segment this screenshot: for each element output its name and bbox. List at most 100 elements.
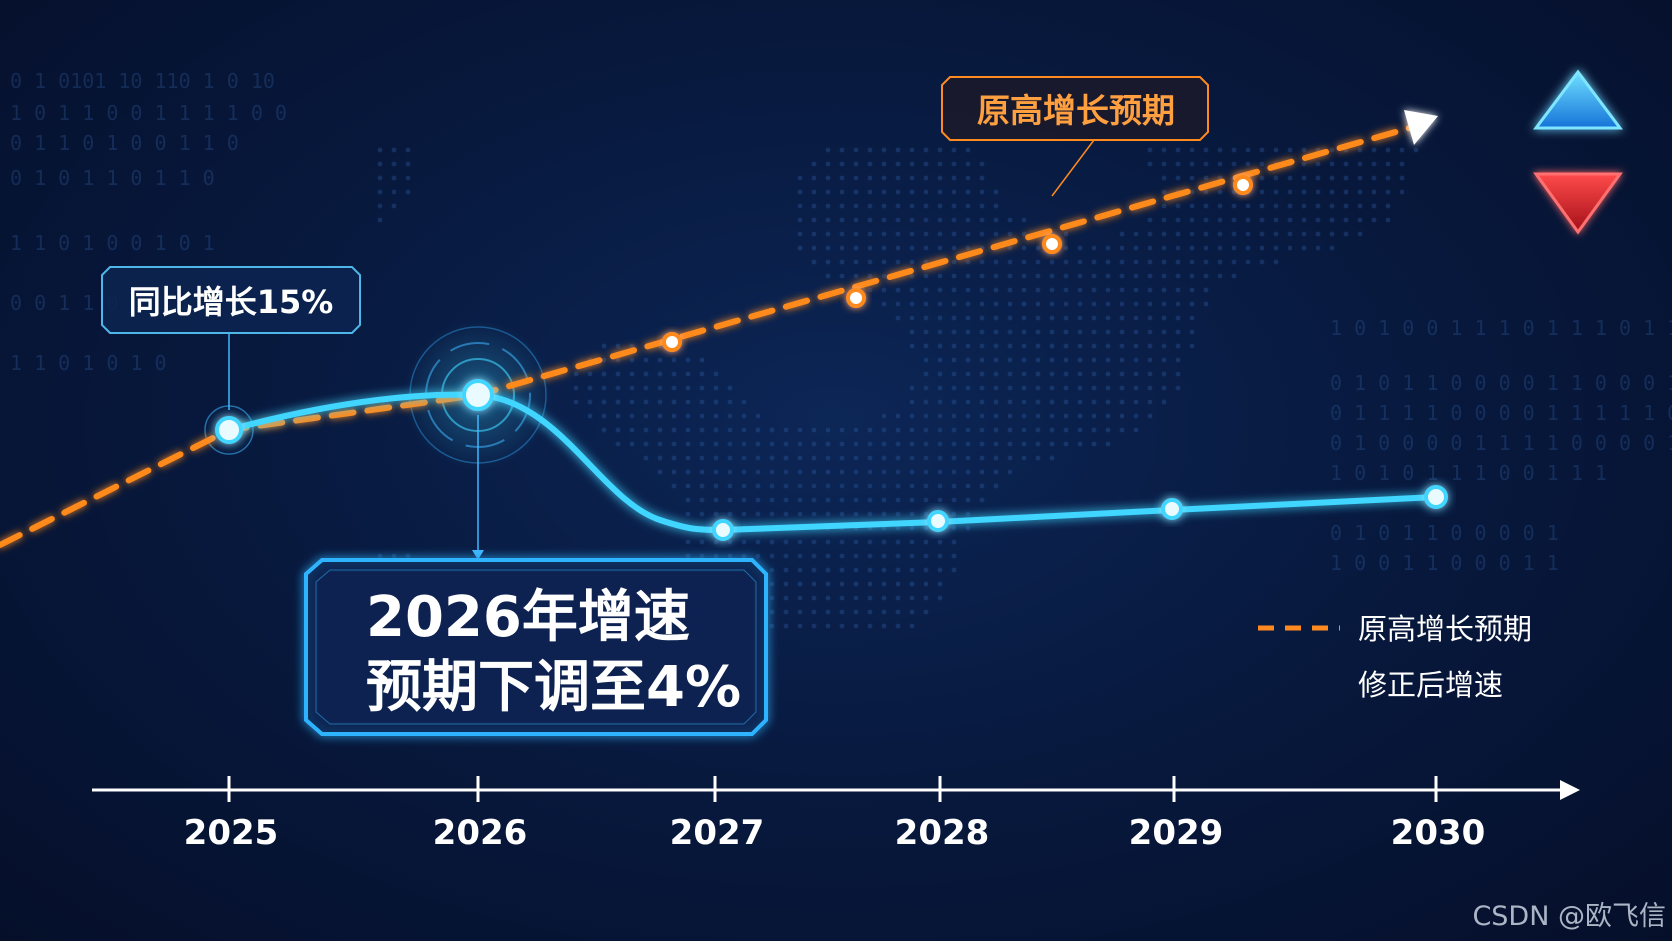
background-binary-row: 0 1 1 0 1 0 0 1 1 0 [10,131,239,155]
background-map-dot [937,273,943,279]
background-map-dot [1203,161,1209,167]
background-map-dot [881,245,887,251]
background-map-dot [895,245,901,251]
background-map-dot [1301,217,1307,223]
background-map-dot [1021,441,1027,447]
background-map-dot [699,357,705,363]
background-map-dot [909,147,915,153]
background-map-dot [1161,259,1167,265]
background-map-dot [979,175,985,181]
background-map-dot [1021,259,1027,265]
background-map-dot [1007,413,1013,419]
background-map-dot [923,287,929,293]
background-map-dot [951,161,957,167]
background-binary-row: 1 0 1 0 0 1 1 1 0 1 1 1 0 1 1 0 0 [1330,316,1672,340]
background-map-dot [825,245,831,251]
background-map-dot [937,385,943,391]
background-map-dot [783,623,789,629]
background-map-dot [1007,301,1013,307]
background-map-dot [811,245,817,251]
background-map-dot [797,217,803,223]
background-map-dot [1091,357,1097,363]
background-map-dot [377,203,383,209]
background-map-dot [867,217,873,223]
background-map-dot [951,469,957,475]
background-binary-row: 1 1 0 1 0 0 1 0 1 [10,231,215,255]
background-map-dot [1133,413,1139,419]
background-map-dot [727,483,733,489]
background-map-dot [1105,287,1111,293]
background-map-dot [993,287,999,293]
background-map-dot [1105,343,1111,349]
background-map-dot [1273,203,1279,209]
background-map-dot [1105,245,1111,251]
background-map-dot [951,371,957,377]
background-map-dot [811,553,817,559]
background-map-dot [685,455,691,461]
background-map-dot [1077,441,1083,447]
background-map-dot [937,553,943,559]
background-map-dot [811,595,817,601]
background-map-dot [1091,343,1097,349]
background-binary-row: 0 1 0 0 0 0 1 1 1 1 0 0 0 0 1 [1330,431,1672,455]
background-map-dot [797,245,803,251]
background-map-dot [405,189,411,195]
background-map-dot [377,175,383,181]
background-map-dot [867,175,873,181]
background-map-dot [755,427,761,433]
background-map-dot [965,259,971,265]
background-map-dot [979,371,985,377]
background-map-dot [1259,231,1265,237]
background-map-dot [909,497,915,503]
background-map-dot [1091,315,1097,321]
background-map-dot [951,287,957,293]
background-map-dot [699,483,705,489]
background-map-dot [769,539,775,545]
background-map-dot [867,483,873,489]
background-map-dot [895,147,901,153]
background-map-dot [671,371,677,377]
background-map-dot [1161,203,1167,209]
background-map-dot [727,469,733,475]
background-map-dot [1049,273,1055,279]
background-map-dot [1301,189,1307,195]
background-map-dot [979,441,985,447]
background-map-dot [1049,427,1055,433]
background-map-dot [601,413,607,419]
background-map-dot [881,259,887,265]
background-map-dot [825,511,831,517]
revised-growth-point-2029 [1161,498,1183,520]
background-map-dot [657,371,663,377]
background-map-dot [993,189,999,195]
background-map-dot [1147,273,1153,279]
background-map-dot [713,469,719,475]
annotation-original-forecast-text: 原高增长预期 [977,91,1175,130]
background-map-dot [671,385,677,391]
background-map-dot [1063,315,1069,321]
background-map-dot [811,497,817,503]
background-map-dot [377,161,383,167]
background-map-dot [839,175,845,181]
background-map-dot [1343,161,1349,167]
background-map-dot [895,581,901,587]
background-map-dot [657,413,663,419]
background-map-dot [1049,371,1055,377]
background-map-dot [993,343,999,349]
background-map-dot [811,161,817,167]
background-map-dot [1315,175,1321,181]
background-map-dot [1119,259,1125,265]
background-map-dot [1105,357,1111,363]
background-map-dot [769,427,775,433]
background-map-dot [1063,413,1069,419]
background-map-dot [741,427,747,433]
background-map-dot [1231,161,1237,167]
background-map-dot [1077,329,1083,335]
background-map-dot [1091,329,1097,335]
background-map-dot [1245,147,1251,153]
background-map-dot [1049,301,1055,307]
background-map-dot [867,189,873,195]
background-map-dot [797,455,803,461]
background-map-dot [839,245,845,251]
background-map-dot [1273,147,1279,153]
background-map-dot [811,189,817,195]
